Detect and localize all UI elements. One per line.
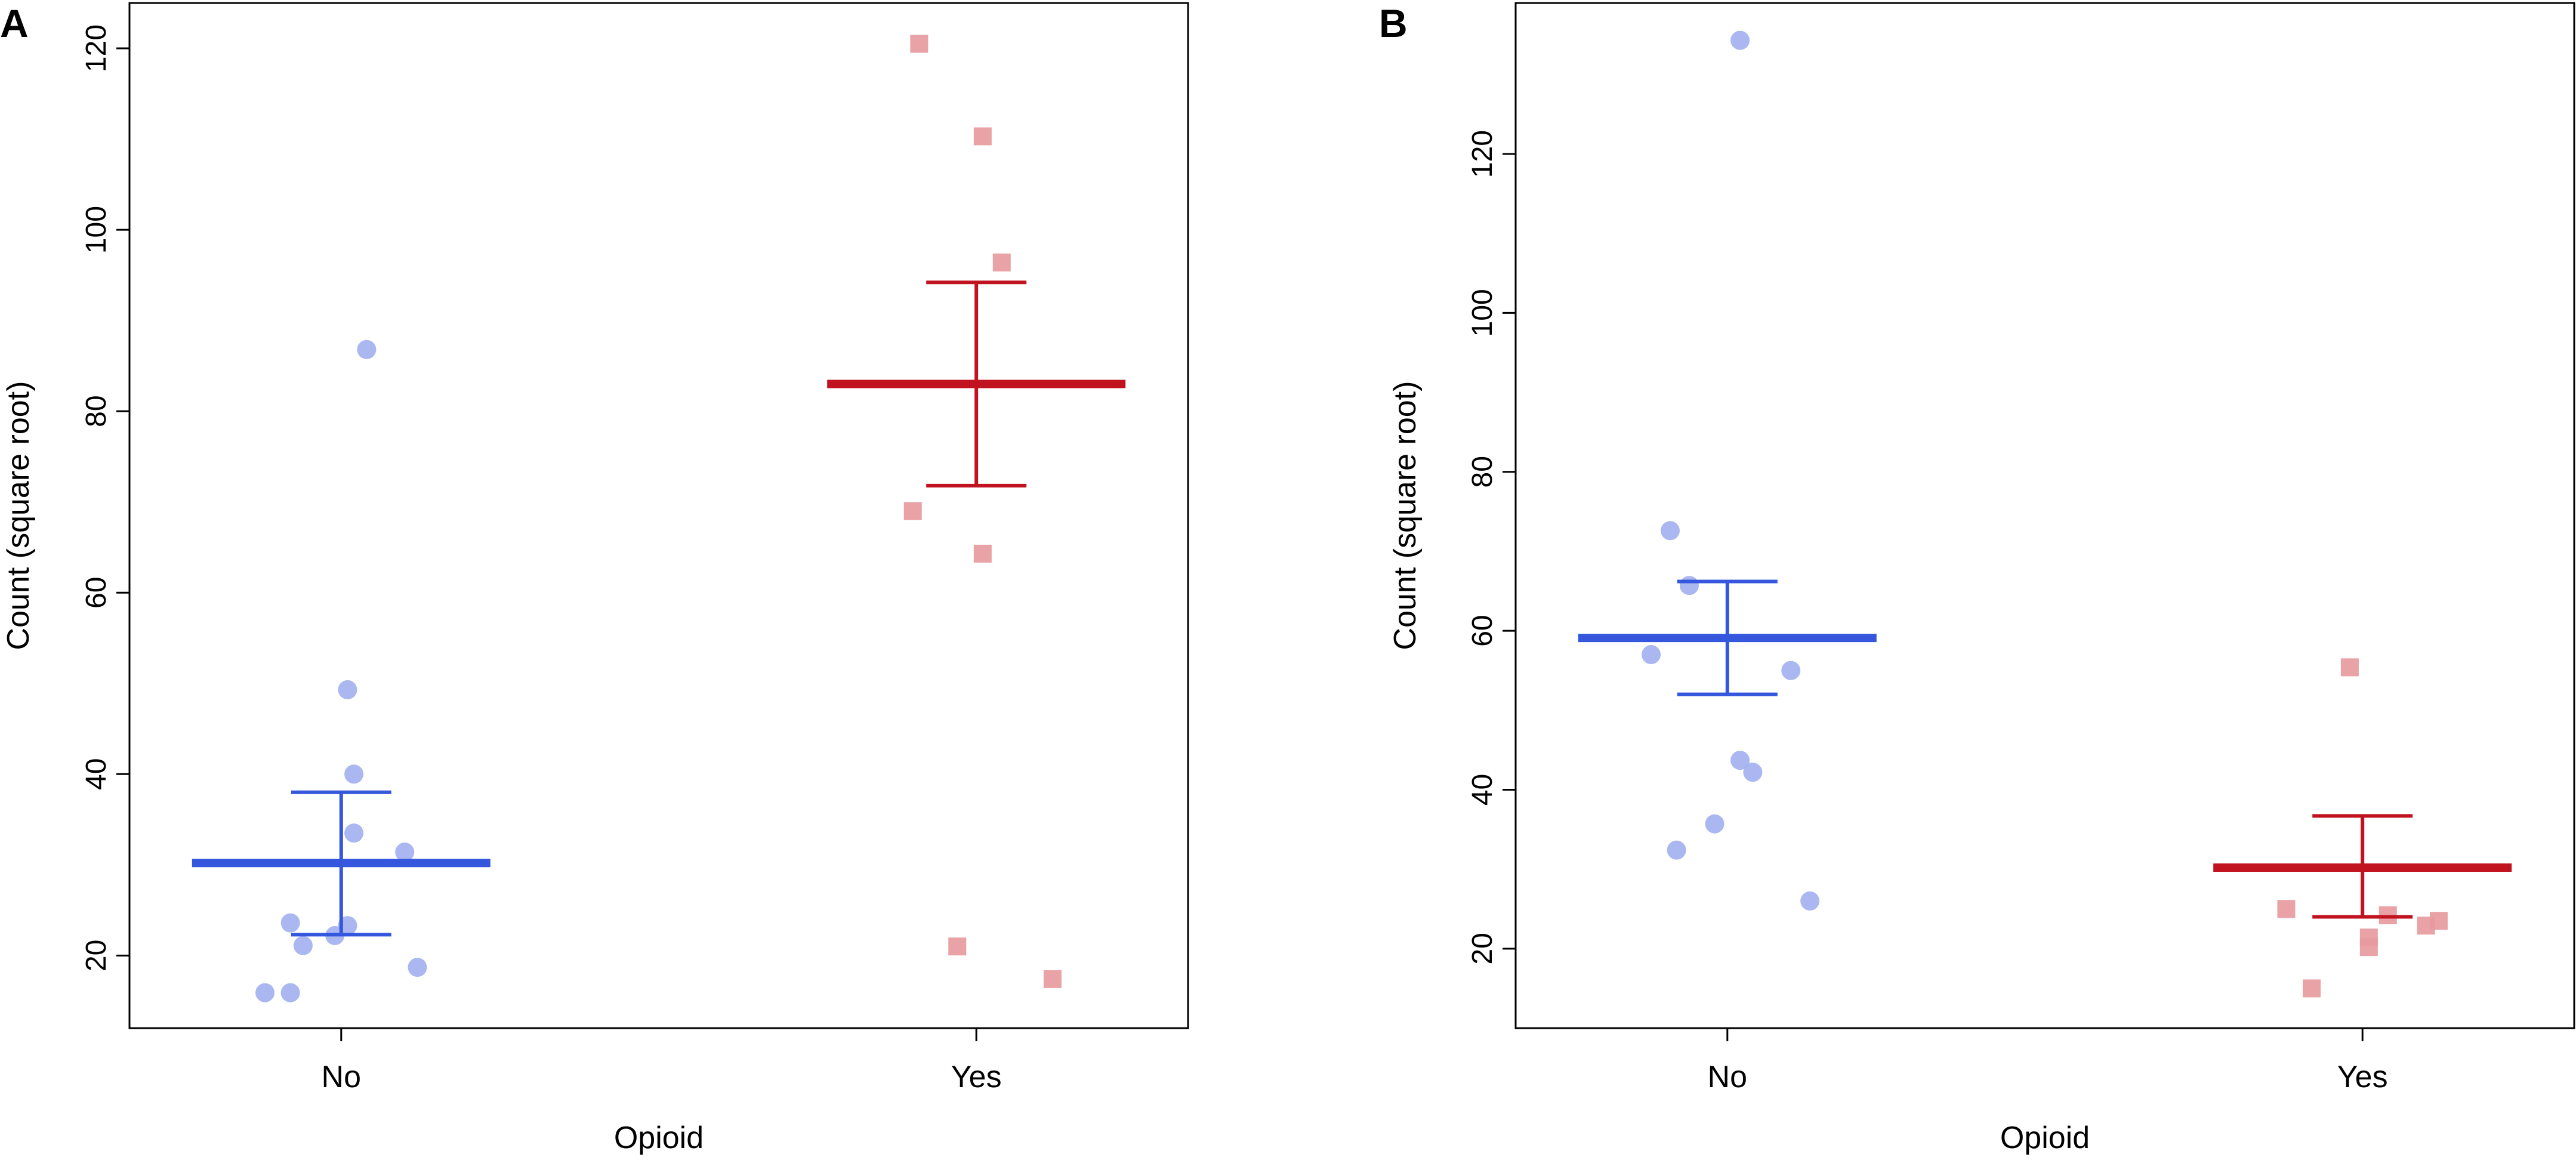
x-tick-label: Yes (2337, 1060, 2388, 1094)
data-point-yes (2417, 917, 2435, 935)
panel-b: B 20 40 60 80 100 120 No Yes Opioid Count (squ… (1379, 1, 2575, 1155)
data-point-yes (910, 35, 928, 53)
x-axis: No Yes (1708, 1028, 2388, 1094)
panel-label: B (1379, 1, 1408, 45)
data-point-no (357, 340, 377, 359)
y-tick-label: 80 (81, 395, 112, 427)
data-point-no (395, 843, 415, 862)
data-point-no (280, 913, 300, 933)
x-axis: No Yes (322, 1028, 1002, 1094)
data-point-no (1743, 763, 1763, 782)
data-point-no (280, 983, 300, 1002)
data-point-yes (2303, 979, 2321, 998)
data-point-yes (948, 937, 967, 956)
y-tick-label: 120 (1467, 130, 1498, 178)
data-point-no (338, 680, 357, 699)
data-point-no (1661, 521, 1680, 541)
data-point-yes (973, 544, 992, 563)
data-marks (192, 35, 1126, 1002)
y-axis: 20 40 60 80 100 120 (1467, 130, 1516, 965)
y-tick-label: 100 (81, 206, 112, 254)
y-axis: 20 40 60 80 100 120 (81, 24, 129, 971)
panel-label: A (0, 1, 29, 45)
plot-frame (128, 2, 1189, 1029)
data-point-no (1679, 576, 1699, 596)
data-point-yes (2340, 658, 2359, 677)
x-tick-label: No (1708, 1060, 1747, 1094)
data-point-no (344, 823, 364, 843)
data-point-yes (2277, 900, 2296, 918)
y-tick-label: 40 (1467, 774, 1498, 806)
data-point-yes (973, 127, 992, 146)
y-tick-label: 120 (81, 24, 112, 72)
data-point-yes (992, 253, 1011, 272)
panel-a: A 20 40 60 80 100 120 No Yes Opioid Count (squ… (0, 1, 1189, 1155)
x-axis-label: Opioid (2000, 1121, 2090, 1155)
data-point-no (293, 936, 313, 955)
y-tick-label: 80 (1467, 456, 1498, 488)
y-tick-label: 60 (1467, 615, 1498, 646)
data-point-no (1781, 661, 1801, 680)
data-point-no (1642, 645, 1661, 665)
data-point-no (408, 958, 427, 977)
y-tick-label: 40 (81, 758, 112, 790)
y-axis-label: Count (square root) (1388, 381, 1423, 650)
data-point-yes (1043, 970, 1062, 988)
data-point-yes (2359, 938, 2378, 957)
y-tick-label: 20 (1467, 933, 1498, 964)
x-axis-label: Opioid (614, 1121, 704, 1155)
data-point-no (1705, 814, 1724, 834)
x-tick-label: Yes (951, 1060, 1002, 1094)
data-point-no (344, 764, 364, 784)
y-tick-label: 100 (1467, 289, 1498, 337)
data-point-no (255, 983, 275, 1002)
y-tick-label: 60 (81, 577, 112, 609)
data-point-yes (903, 502, 922, 520)
x-tick-label: No (322, 1060, 361, 1094)
data-point-no (1667, 840, 1686, 860)
data-point-no (1730, 30, 1750, 50)
y-axis-label: Count (square root) (1, 381, 36, 650)
y-tick-label: 20 (81, 940, 112, 971)
data-marks (1578, 30, 2512, 998)
data-point-no (1800, 891, 1820, 911)
plot-frame (1514, 2, 2575, 1029)
data-point-no (1730, 751, 1750, 770)
